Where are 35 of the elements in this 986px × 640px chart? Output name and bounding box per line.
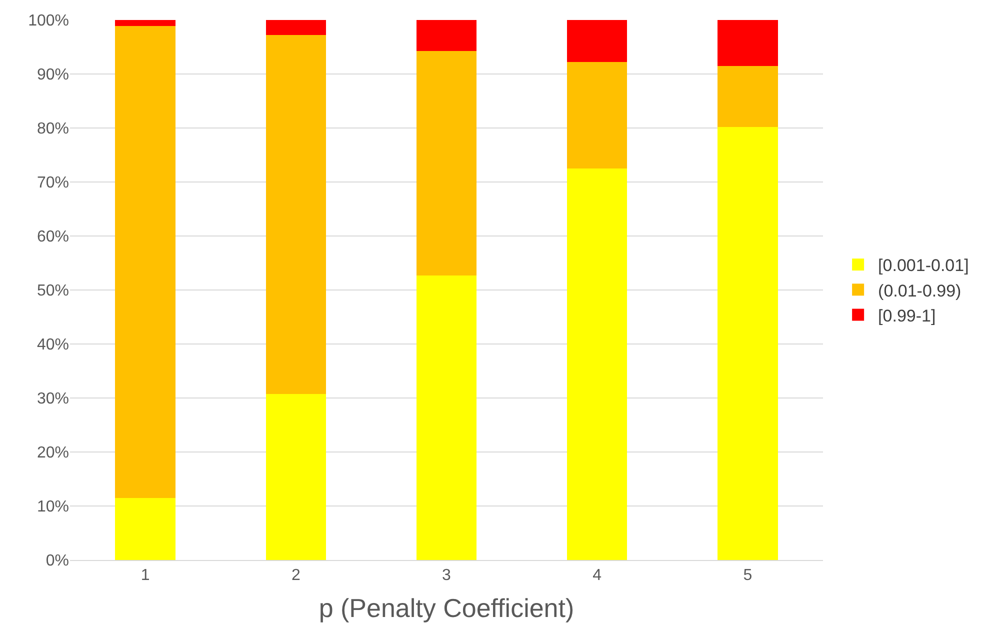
x-axis-title: p (Penalty Coefficient) <box>318 592 574 623</box>
y-tick-label: 40% <box>36 336 69 354</box>
bar <box>266 20 326 36</box>
y-tick-label: 50% <box>36 282 69 300</box>
y-tick-label: 30% <box>36 390 69 408</box>
bar <box>266 35 326 394</box>
legend-label: [0.001-0.01] <box>878 256 969 276</box>
y-tick-label: 60% <box>36 228 69 246</box>
bar <box>718 20 778 66</box>
y-tick-label: 10% <box>36 498 69 516</box>
x-tick-label: 2 <box>291 567 300 584</box>
y-tick-label: 70% <box>36 174 69 192</box>
x-tick-label: 5 <box>743 567 752 584</box>
legend-label: [0.99-1] <box>878 306 936 326</box>
y-tick-label: 90% <box>36 66 69 84</box>
bar <box>266 394 326 560</box>
bar <box>416 20 477 51</box>
bar <box>718 126 778 560</box>
y-tick-label: 100% <box>28 12 69 30</box>
y-tick-label: 20% <box>36 444 69 462</box>
legend-label: (0.01-0.99) <box>878 281 962 300</box>
bar <box>566 20 628 62</box>
bar <box>416 275 477 560</box>
x-tick-label: 1 <box>140 567 150 584</box>
bar <box>115 26 176 498</box>
y-tick-label: 80% <box>36 120 69 138</box>
x-tick-label: 3 <box>442 567 452 584</box>
bar <box>718 66 778 127</box>
bar <box>416 50 477 276</box>
bar <box>566 168 628 560</box>
bar <box>566 62 628 168</box>
bar <box>115 498 176 560</box>
x-tick-label: 4 <box>592 567 602 584</box>
bar <box>115 20 176 26</box>
y-tick-label: 0% <box>46 552 69 570</box>
